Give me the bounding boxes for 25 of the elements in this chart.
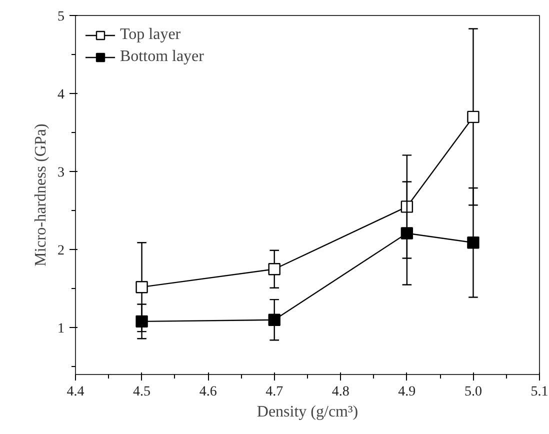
- x-tick-label: 4.9: [398, 384, 416, 400]
- y-tick-label: 5: [58, 10, 64, 24]
- point: [136, 315, 148, 328]
- x-tick-label: 4.5: [133, 384, 151, 400]
- y-tick-label: 4: [58, 88, 64, 103]
- x-tick-label: 4.7: [266, 384, 284, 400]
- x-tick-label: 4.6: [199, 384, 217, 400]
- x-axis-title: Density (g/cm³): [256, 404, 358, 420]
- point: [268, 314, 280, 326]
- point: [136, 280, 148, 294]
- legend-label: Bottom layer: [120, 48, 204, 66]
- y-tick-label: 3: [58, 166, 64, 181]
- point: [467, 110, 480, 124]
- y-tick-label: 1: [58, 322, 64, 337]
- point: [467, 236, 480, 249]
- point: [268, 263, 280, 276]
- point: [400, 200, 414, 213]
- x-tick-label: 4.8: [332, 384, 350, 400]
- x-tick-label: 5.0: [464, 384, 482, 400]
- y-axis-title: Micro-hardness (GPa): [32, 124, 50, 266]
- point: [400, 227, 414, 240]
- legend-label: Top layer: [120, 26, 181, 44]
- x-tick-label: 5.1: [530, 384, 548, 400]
- y-tick-label: 2: [58, 244, 64, 259]
- x-tick-label: 4.4: [66, 384, 84, 400]
